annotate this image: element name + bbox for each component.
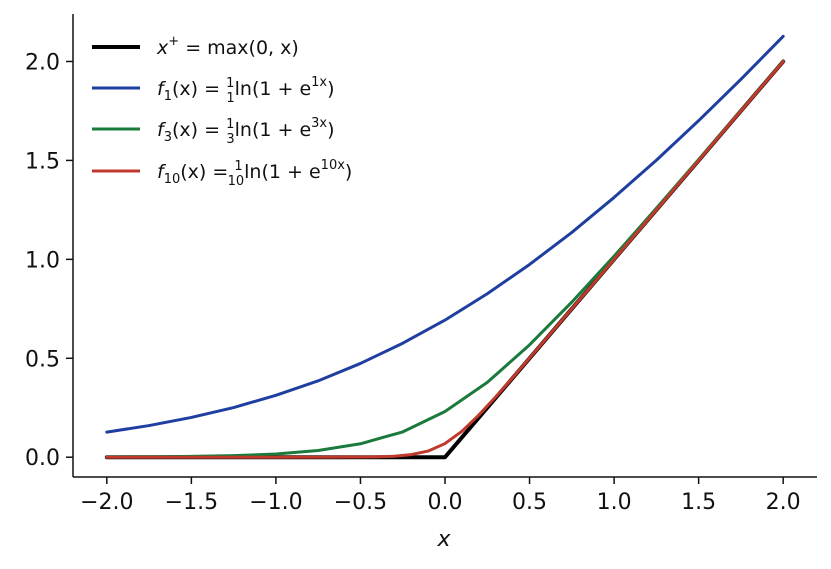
x-tick-label: 0.5 [512, 490, 547, 515]
x-tick-label: −1.5 [165, 490, 218, 515]
legend-label-relu: x+ = max(0, x) [156, 34, 299, 59]
y-tick-label: 1.0 [25, 248, 60, 273]
y-tick-label: 0.5 [25, 347, 60, 372]
legend-label-f1: f1(x) = 1 1ln(1 + e1x) [157, 75, 335, 106]
x-tick-label: 1.0 [597, 490, 632, 515]
x-tick-label: 2.0 [766, 490, 801, 515]
plot-lines [104, 34, 786, 460]
x-tick-label: 0.0 [428, 490, 463, 515]
y-tick-label: 2.0 [25, 50, 60, 75]
y-tick-labels: 0.0 0.5 1.0 1.5 2.0 [25, 50, 60, 471]
series-line-f1 [105, 34, 785, 434]
x-tick-label: −0.5 [334, 490, 387, 515]
legend-label-f10: f10(x) = 1 10ln(1 + e10x) [157, 158, 352, 189]
axes [66, 14, 817, 484]
x-tick-label: −1.0 [249, 490, 302, 515]
series-line-f10 [105, 59, 785, 459]
x-tick-labels: −2.0 −1.5 −1.0 −0.5 0.0 0.5 1.0 1.5 2.0 [80, 490, 801, 515]
x-tick-label: 1.5 [681, 490, 716, 515]
legend: x+ = max(0, x) f1(x) = 1 1ln(1 + e1x) f3(… [92, 34, 352, 189]
y-tick-label: 0.0 [25, 446, 60, 471]
y-tick-label: 1.5 [25, 149, 60, 174]
x-axis-title: x [436, 527, 451, 552]
legend-label-f3: f3(x) = 1 3ln(1 + e3x) [157, 116, 335, 147]
x-tick-label: −2.0 [80, 490, 133, 515]
